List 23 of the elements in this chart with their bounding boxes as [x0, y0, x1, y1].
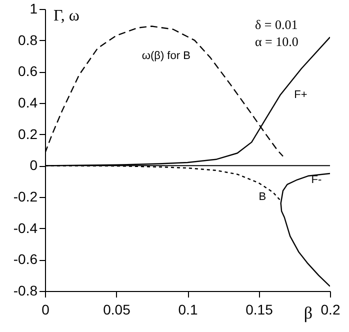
y-tick-label: 0.8 [18, 32, 38, 48]
y-tick-label: -0.2 [13, 188, 38, 204]
x-tick-label: 0.2 [320, 302, 340, 318]
y-axis-title: Γ, ω [54, 8, 80, 24]
series-label: ω(β) for B [142, 50, 190, 62]
y-tick-label: 0.4 [18, 94, 38, 110]
series-label: B [258, 190, 266, 203]
y-tick-label: -0.4 [13, 220, 38, 236]
series-label: F+ [294, 89, 308, 102]
y-tick-label: 0 [30, 157, 38, 174]
y-tick-label: 0.6 [18, 63, 38, 80]
y-tick-label: -0.6 [13, 251, 38, 268]
series-label: F- [311, 174, 322, 186]
y-tick-label: 1 [30, 0, 38, 16]
x-tick-label: 0.1 [178, 302, 198, 318]
y-tick-label: -0.8 [13, 282, 38, 298]
x-axis-title: β [304, 304, 312, 322]
x-tick-label: 0 [42, 302, 50, 318]
x-tick-label: 0.15 [246, 302, 274, 318]
annotation: δ = 0.01 [255, 17, 298, 32]
annotation: α = 10.0 [255, 34, 298, 49]
y-tick-label: 0.2 [18, 126, 38, 142]
x-tick-label: 0.05 [103, 302, 131, 318]
